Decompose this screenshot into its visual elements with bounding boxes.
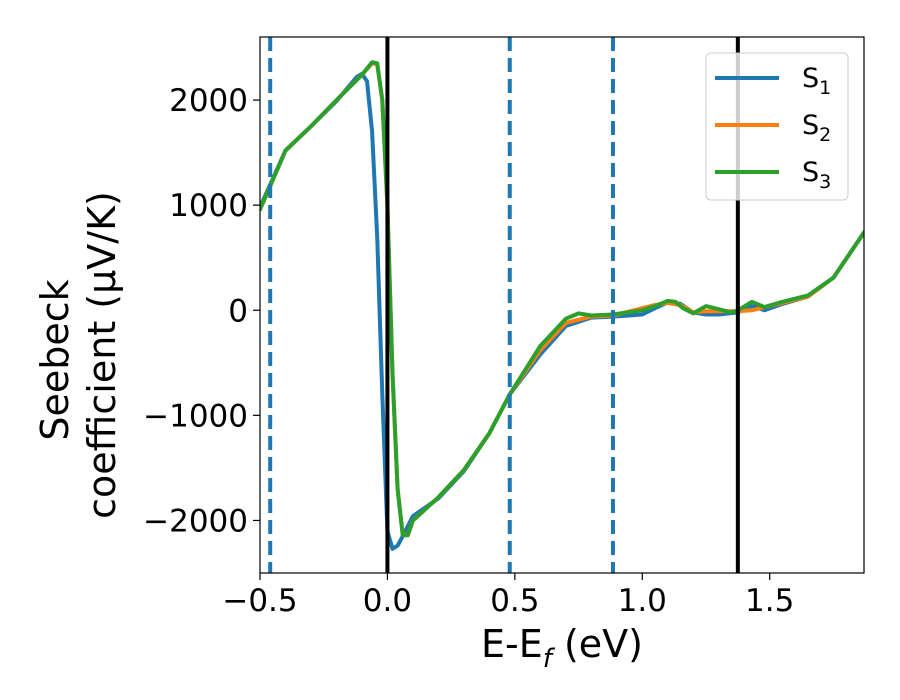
x-tick-label: 0.0 (363, 583, 412, 619)
y-tick-label: 1000 (169, 188, 248, 224)
legend-label-s1-sub: 1 (819, 77, 831, 99)
x-tick-label: −0.5 (222, 583, 297, 619)
legend-label-s1: S1 (802, 63, 831, 99)
legend-label-s3-main: S (802, 157, 819, 188)
x-axis-title-unit: (eV) (552, 622, 643, 666)
x-axis-title-main: E-E (481, 622, 543, 666)
y-axis-title-line1: Seebeck (33, 279, 77, 440)
plot-frame (259, 36, 865, 574)
y-tick-label: −1000 (143, 398, 248, 434)
x-tick-label: 0.5 (490, 583, 539, 619)
legend-label-s3-sub: 3 (819, 171, 831, 193)
x-tick-label: 1.5 (745, 583, 794, 619)
legend-label-s3: S3 (802, 157, 831, 193)
legend-label-s2-main: S (802, 110, 819, 141)
y-tick-label: 2000 (169, 83, 248, 119)
legend: S1 S2 S3 (705, 52, 849, 201)
y-tick-label: 0 (228, 293, 248, 329)
x-axis-title: E-Ef (eV) (481, 622, 643, 674)
y-tick-label: −2000 (143, 503, 248, 539)
legend-label-s1-main: S (802, 63, 819, 94)
tick-layer: −0.5 0.0 0.5 1.0 1.5 −2000 −1000 0 1000 2000 (143, 83, 794, 619)
vline-layer (268, 37, 740, 573)
x-tick-label: 1.0 (618, 583, 667, 619)
series-line-s3 (260, 60, 864, 538)
legend-label-s2-sub: 2 (819, 124, 831, 146)
legend-label-s2: S2 (802, 110, 831, 146)
y-axis-title-line2: coefficient (μV/K) (80, 191, 124, 519)
